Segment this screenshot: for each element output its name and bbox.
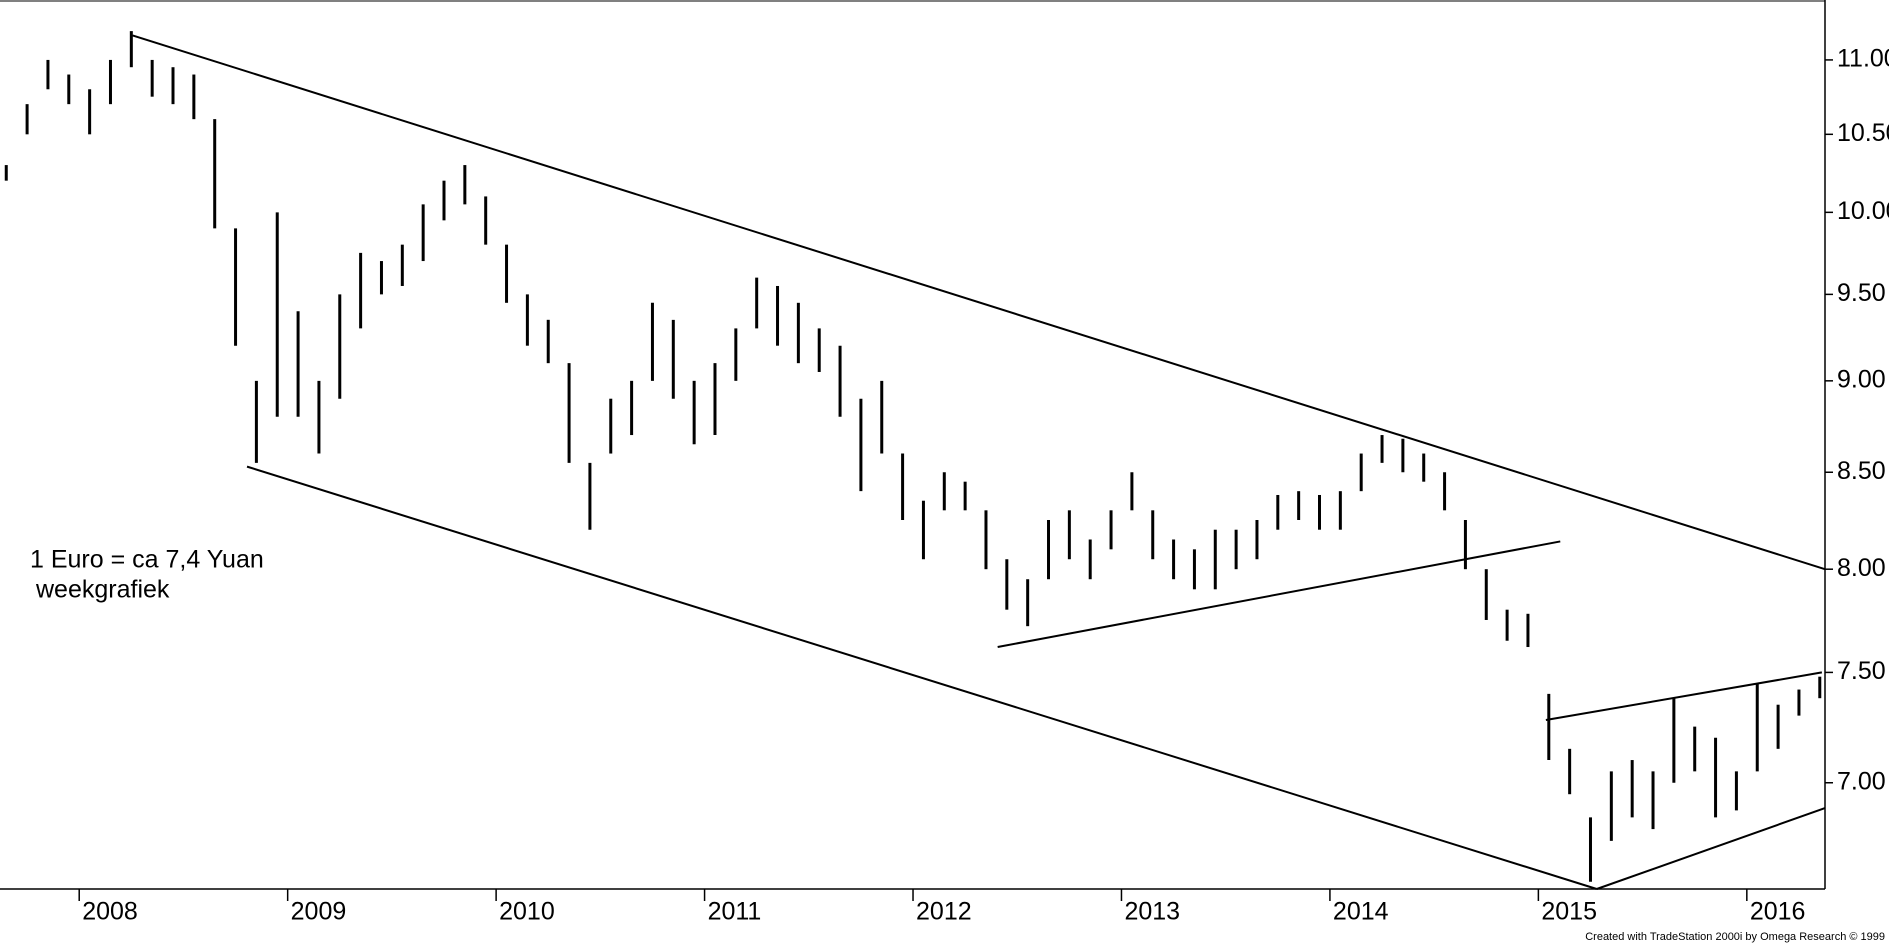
x-tick-label: 2009 bbox=[291, 898, 347, 926]
y-tick-label: 8.00 bbox=[1837, 554, 1886, 582]
x-tick-label: 2014 bbox=[1333, 898, 1389, 926]
x-tick-label: 2011 bbox=[708, 898, 762, 926]
y-tick-label: 11.00 bbox=[1837, 45, 1889, 73]
y-tick-label: 10.00 bbox=[1837, 197, 1889, 225]
x-tick-label: 2013 bbox=[1124, 898, 1180, 926]
annotation: weekgrafiek bbox=[35, 576, 170, 604]
trend-line bbox=[132, 34, 1826, 571]
annotation: 1 Euro = ca 7,4 Yuan bbox=[30, 546, 264, 574]
y-tick-label: 7.00 bbox=[1837, 767, 1886, 795]
trend-line bbox=[1545, 671, 1823, 722]
credit: Created with TradeStation 2000i by Omega… bbox=[1585, 931, 1885, 943]
x-tick-label: 2010 bbox=[499, 898, 555, 926]
trend-line bbox=[246, 465, 1598, 890]
x-tick-label: 2016 bbox=[1750, 898, 1806, 926]
trend-line bbox=[1596, 807, 1826, 890]
x-tick-label: 2008 bbox=[82, 898, 138, 926]
x-tick-label: 2015 bbox=[1541, 898, 1597, 926]
y-tick-label: 8.50 bbox=[1837, 457, 1886, 485]
y-tick-label: 9.50 bbox=[1837, 279, 1886, 307]
y-tick-label: 9.00 bbox=[1837, 365, 1886, 393]
x-tick-label: 2012 bbox=[916, 898, 972, 926]
y-tick-label: 10.50 bbox=[1837, 119, 1889, 147]
y-tick-label: 7.50 bbox=[1837, 657, 1886, 685]
trend-line bbox=[997, 540, 1561, 649]
